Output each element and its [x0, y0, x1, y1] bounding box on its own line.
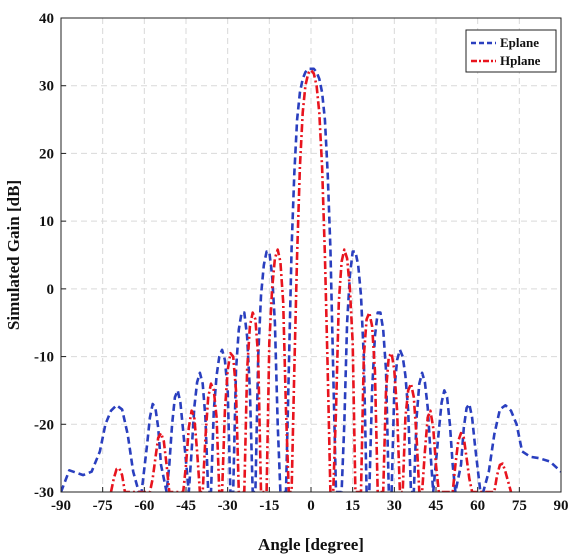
x-tick-label: -60 [134, 498, 154, 514]
y-tick-label: 0 [47, 282, 55, 298]
legend-box [465, 29, 557, 73]
y-tick-label: -10 [34, 350, 54, 366]
x-tick-label: 90 [554, 498, 569, 514]
x-tick-label: -45 [176, 498, 196, 514]
x-tick-label: 15 [345, 498, 360, 514]
y-tick-label: -20 [34, 417, 54, 433]
y-tick-label: 20 [39, 146, 54, 162]
legend-label-hplane: Hplane [500, 53, 541, 68]
plot-lines [61, 67, 561, 492]
series-line-eplane [61, 67, 561, 492]
x-tick-label: -30 [218, 498, 238, 514]
x-tick-label: 0 [307, 498, 315, 514]
y-axis-label: Simulated Gain [dB] [4, 180, 23, 330]
y-tick-label: 30 [39, 79, 54, 95]
legend-label-eplane: Eplane [500, 35, 539, 50]
y-tick-label: -30 [34, 485, 54, 501]
x-tick-label: 45 [429, 498, 444, 514]
axis-ticks: -90 -75 -60 -45 -30 -15 0 15 30 45 60 75 90 -30 -20 -10… [34, 11, 569, 514]
x-tick-label: 60 [470, 498, 485, 514]
y-tick-label: 10 [39, 214, 54, 230]
x-tick-label: 30 [387, 498, 402, 514]
x-tick-label: 75 [512, 498, 527, 514]
x-tick-label: -15 [259, 498, 279, 514]
x-axis-label: Angle [degree] [258, 535, 364, 554]
series-line-hplane [109, 68, 513, 492]
legend: Eplane Hplane [465, 29, 557, 73]
x-tick-label: -75 [93, 498, 113, 514]
y-tick-label: 40 [39, 11, 54, 27]
x-tick-label: -90 [51, 498, 71, 514]
